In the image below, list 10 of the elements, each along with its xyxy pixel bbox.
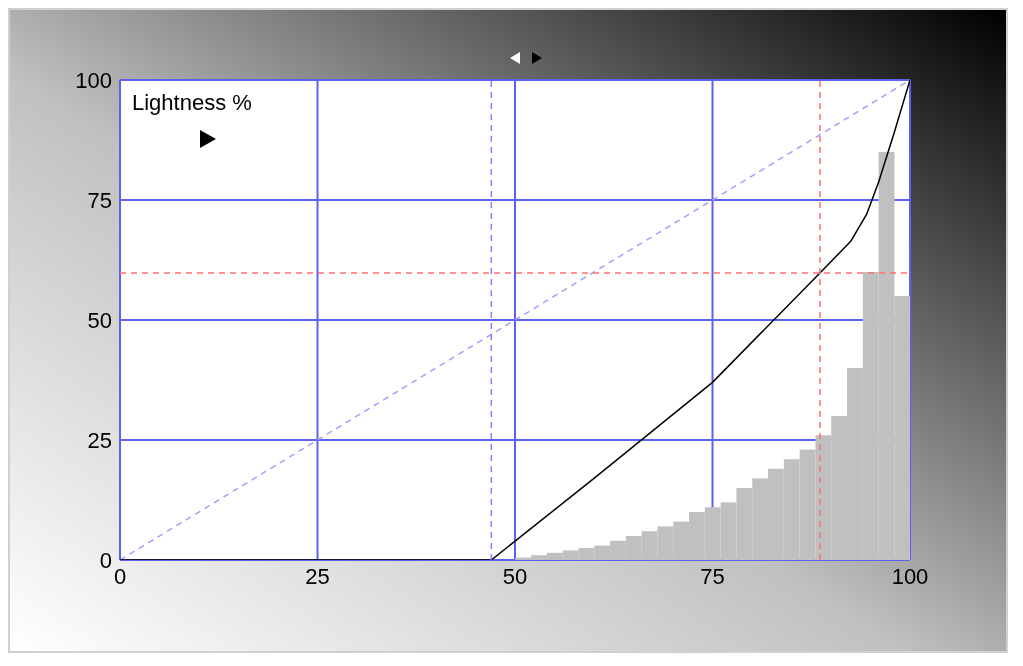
x-tick-label: 25 — [305, 563, 330, 589]
y-tick-label: 25 — [87, 427, 112, 453]
x-tick-label: 50 — [502, 563, 528, 589]
x-tick-label: 75 — [700, 563, 725, 589]
x-tick-label: 100 — [891, 563, 929, 589]
y-tick-label: 75 — [87, 187, 112, 213]
y-tick-label: 0 — [99, 547, 112, 573]
y-tick-label: 50 — [87, 307, 112, 333]
y-tick-label: 100 — [75, 67, 112, 93]
text: Lightness % — [132, 90, 252, 116]
